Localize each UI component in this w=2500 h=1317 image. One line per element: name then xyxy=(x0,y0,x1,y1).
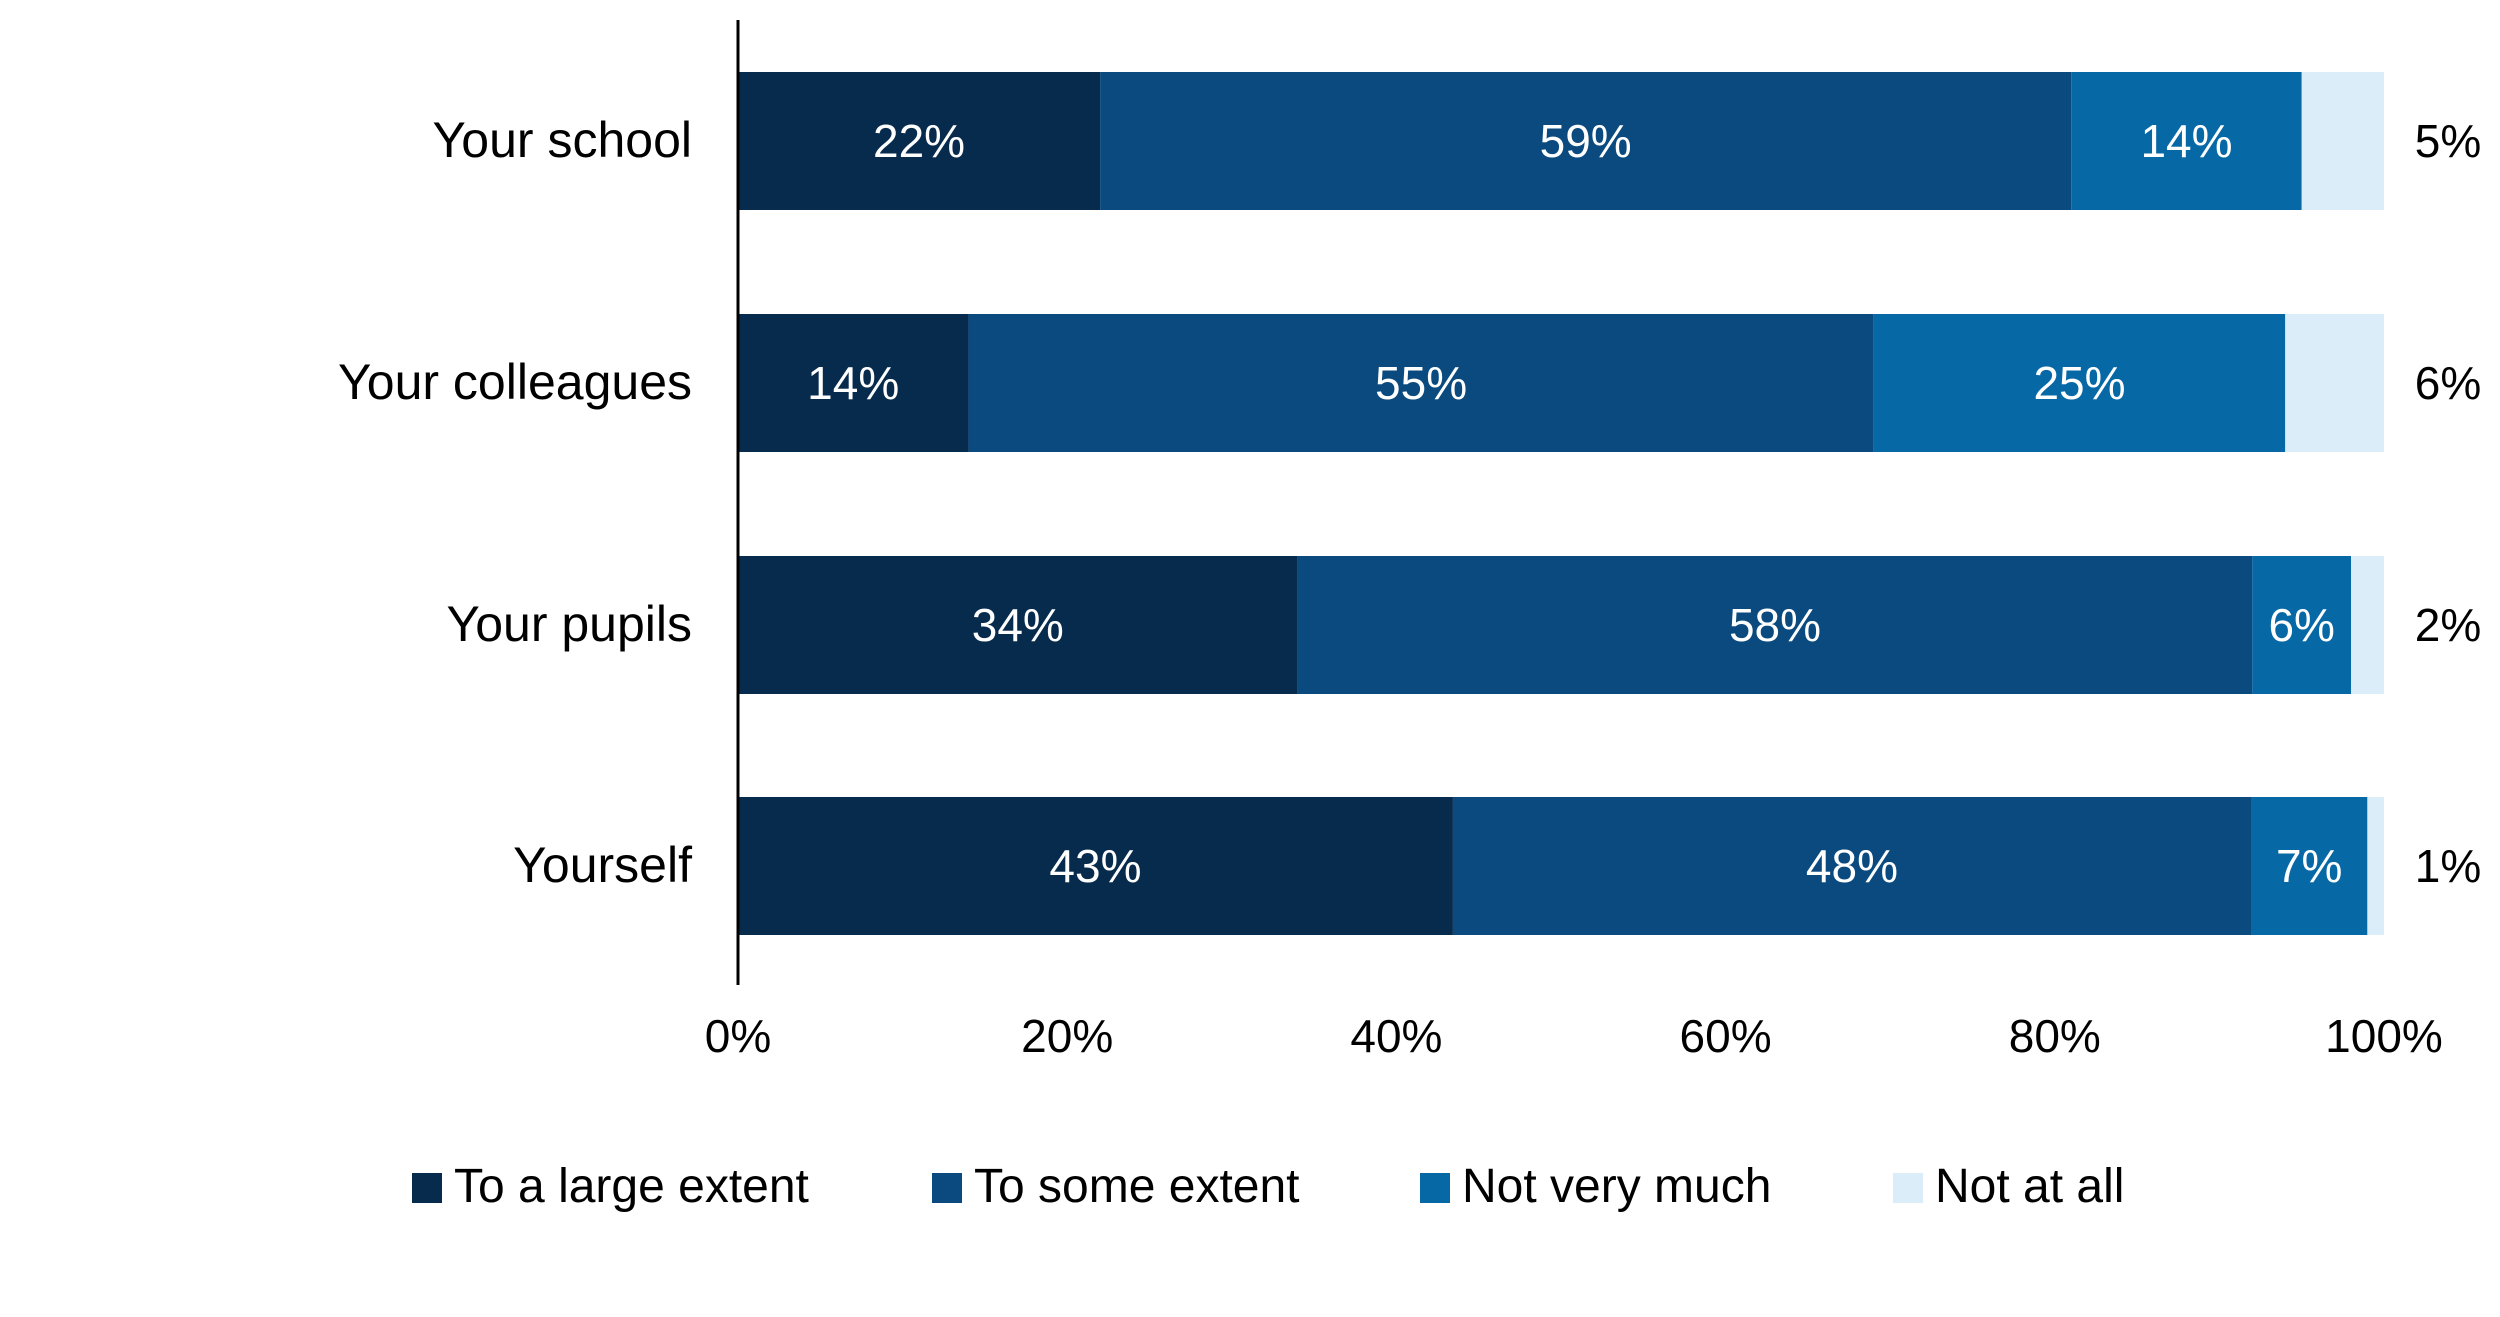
data-label-your-school-to-a-large-extent: 22% xyxy=(873,115,965,167)
legend: To a large extent To some extent Not very … xyxy=(412,1160,2124,1213)
data-label-your-school-to-some-extent: 59% xyxy=(1540,115,1632,167)
category-label-yourself: Yourself xyxy=(513,837,692,893)
data-label-yourself-not-at-all: 1% xyxy=(2415,840,2481,892)
data-label-your-school-not-at-all: 5% xyxy=(2415,115,2481,167)
bar-yourself-not-at-all xyxy=(2367,797,2384,935)
category-labels-layer: Your school Your colleagues Your pupils You… xyxy=(338,112,692,893)
data-label-your-pupils-not-at-all: 2% xyxy=(2415,599,2481,651)
data-label-yourself-to-some-extent: 48% xyxy=(1806,840,1898,892)
bar-your-school-to-some-extent xyxy=(1100,72,2072,210)
legend-label-not-very-much: Not very much xyxy=(1462,1160,1771,1213)
data-label-your-colleagues-not-very-much: 25% xyxy=(2033,357,2125,409)
bar-your-school-not-very-much xyxy=(2071,72,2302,210)
data-label-yourself-not-very-much: 7% xyxy=(2276,840,2342,892)
legend-item-not-at-all: Not at all xyxy=(1893,1160,2124,1213)
x-tick-label-20: 20% xyxy=(1021,1010,1113,1062)
bar-yourself-to-some-extent xyxy=(1452,797,2251,935)
bar-your-pupils-to-some-extent xyxy=(1297,556,2253,694)
bar-your-colleagues-not-at-all xyxy=(2285,314,2384,452)
data-label-your-colleagues-to-some-extent: 55% xyxy=(1375,357,1467,409)
legend-item-to-a-large-extent: To a large extent xyxy=(412,1160,809,1213)
data-label-your-pupils-to-a-large-extent: 34% xyxy=(972,599,1064,651)
data-label-your-pupils-not-very-much: 6% xyxy=(2268,599,2334,651)
bar-your-colleagues-not-very-much xyxy=(1873,314,2286,452)
category-label-your-pupils: Your pupils xyxy=(446,596,692,652)
legend-label-not-at-all: Not at all xyxy=(1935,1160,2124,1213)
bar-your-colleagues-to-some-extent xyxy=(968,314,1874,452)
data-label-your-school-not-very-much: 14% xyxy=(2140,115,2232,167)
legend-swatch-to-some-extent xyxy=(932,1173,962,1203)
legend-label-to-some-extent: To some extent xyxy=(974,1160,1300,1213)
legend-swatch-to-a-large-extent xyxy=(412,1173,442,1203)
legend-swatch-not-very-much xyxy=(1420,1173,1450,1203)
x-tick-label-0: 0% xyxy=(705,1010,771,1062)
bar-your-pupils-to-a-large-extent xyxy=(738,556,1298,694)
data-label-yourself-to-a-large-extent: 43% xyxy=(1049,840,1141,892)
x-tick-label-80: 80% xyxy=(2009,1010,2101,1062)
data-label-your-pupils-to-some-extent: 58% xyxy=(1729,599,1821,651)
bar-your-school-to-a-large-extent xyxy=(738,72,1101,210)
bars-layer xyxy=(738,72,2384,935)
data-labels-layer: 22% 59% 14% 5% 14% 55% 25% 6% 34% 58% 6% 2% 43% 48% 7%… xyxy=(807,115,2481,892)
bar-your-pupils-not-very-much xyxy=(2252,556,2352,694)
bar-yourself-to-a-large-extent xyxy=(738,797,1453,935)
category-label-your-colleagues: Your colleagues xyxy=(338,354,692,410)
legend-swatch-not-at-all xyxy=(1893,1173,1923,1203)
data-label-your-colleagues-not-at-all: 6% xyxy=(2415,357,2481,409)
bar-your-colleagues-to-a-large-extent xyxy=(738,314,969,452)
bar-yourself-not-very-much xyxy=(2250,797,2368,935)
legend-item-to-some-extent: To some extent xyxy=(932,1160,1300,1213)
bar-your-school-not-at-all xyxy=(2301,72,2384,210)
category-label-your-school: Your school xyxy=(433,112,692,168)
x-tick-label-60: 60% xyxy=(1680,1010,1772,1062)
bar-your-pupils-not-at-all xyxy=(2351,556,2384,694)
data-label-your-colleagues-to-a-large-extent: 14% xyxy=(807,357,899,409)
legend-item-not-very-much: Not very much xyxy=(1420,1160,1771,1213)
x-tick-label-100: 100% xyxy=(2325,1010,2443,1062)
x-tick-label-40: 40% xyxy=(1350,1010,1442,1062)
axis-layer: 0% 20% 40% 60% 80% 100% xyxy=(705,20,2443,1062)
legend-label-to-a-large-extent: To a large extent xyxy=(454,1160,809,1213)
